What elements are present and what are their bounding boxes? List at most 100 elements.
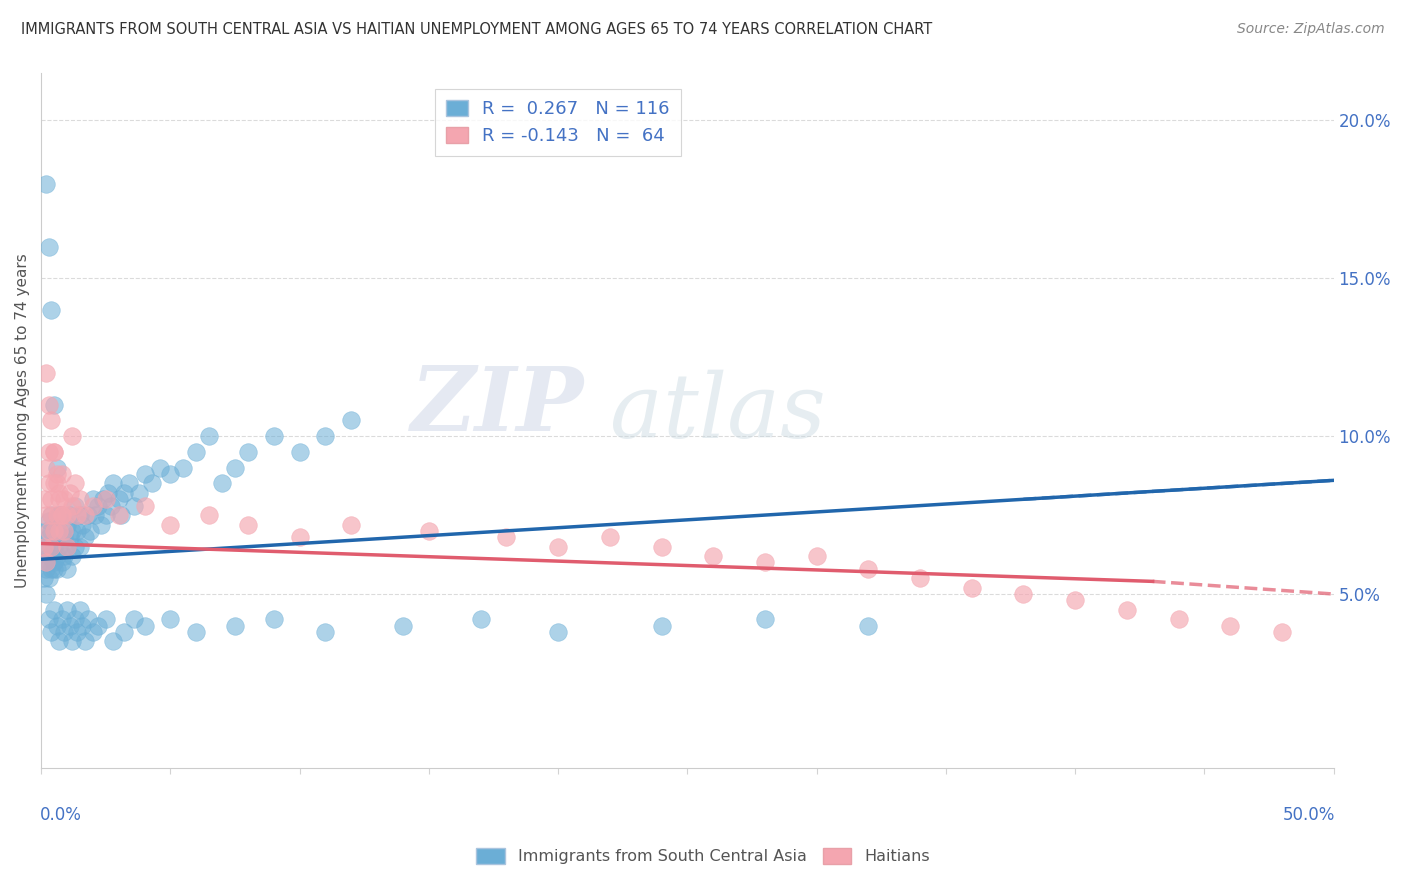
- Point: [159, 517, 181, 532]
- Text: ZIP: ZIP: [411, 363, 583, 450]
- Point: [103, 634, 125, 648]
- Point: [35, 562, 58, 576]
- Point: [41, 540, 63, 554]
- Point: [122, 612, 145, 626]
- Y-axis label: Unemployment Among Ages 65 to 74 years: Unemployment Among Ages 65 to 74 years: [15, 253, 30, 588]
- Point: [172, 460, 194, 475]
- Point: [60, 634, 83, 648]
- Point: [84, 508, 107, 522]
- Point: [38, 530, 60, 544]
- Point: [134, 499, 156, 513]
- Point: [806, 549, 828, 563]
- Legend: R =  0.267   N = 116, R = -0.143   N =  64: R = 0.267 N = 116, R = -0.143 N = 64: [436, 89, 681, 156]
- Point: [1271, 624, 1294, 639]
- Point: [82, 499, 104, 513]
- Point: [51, 612, 73, 626]
- Point: [159, 467, 181, 481]
- Point: [107, 508, 129, 522]
- Point: [651, 618, 673, 632]
- Text: atlas: atlas: [610, 370, 825, 457]
- Text: 50.0%: 50.0%: [1282, 805, 1334, 824]
- Point: [35, 366, 58, 380]
- Point: [340, 413, 363, 427]
- Point: [35, 556, 58, 570]
- Point: [42, 445, 65, 459]
- Point: [314, 429, 336, 443]
- Point: [470, 612, 492, 626]
- Point: [38, 556, 60, 570]
- Point: [198, 508, 221, 522]
- Point: [547, 624, 569, 639]
- Point: [56, 603, 79, 617]
- Point: [51, 556, 73, 570]
- Point: [51, 530, 73, 544]
- Point: [53, 624, 76, 639]
- Point: [112, 486, 135, 500]
- Point: [41, 508, 63, 522]
- Point: [42, 540, 65, 554]
- Point: [41, 624, 63, 639]
- Point: [42, 476, 65, 491]
- Point: [340, 517, 363, 532]
- Point: [960, 581, 983, 595]
- Point: [236, 517, 259, 532]
- Point: [58, 618, 80, 632]
- Point: [60, 499, 83, 513]
- Point: [41, 508, 63, 522]
- Text: 0.0%: 0.0%: [39, 805, 82, 824]
- Point: [66, 524, 89, 538]
- Point: [51, 508, 73, 522]
- Point: [186, 445, 208, 459]
- Point: [224, 460, 246, 475]
- Point: [41, 492, 63, 507]
- Point: [38, 515, 60, 529]
- Point: [198, 429, 221, 443]
- Point: [42, 445, 65, 459]
- Point: [69, 492, 91, 507]
- Point: [56, 508, 79, 522]
- Point: [38, 524, 60, 538]
- Point: [48, 634, 70, 648]
- Point: [58, 530, 80, 544]
- Point: [66, 624, 89, 639]
- Point: [48, 524, 70, 538]
- Point: [69, 508, 91, 522]
- Point: [42, 556, 65, 570]
- Point: [41, 413, 63, 427]
- Point: [97, 486, 120, 500]
- Point: [186, 624, 208, 639]
- Point: [1167, 612, 1189, 626]
- Point: [76, 508, 98, 522]
- Point: [134, 618, 156, 632]
- Point: [110, 508, 132, 522]
- Point: [45, 549, 67, 563]
- Point: [122, 499, 145, 513]
- Point: [858, 562, 880, 576]
- Point: [41, 540, 63, 554]
- Point: [35, 508, 58, 522]
- Point: [48, 508, 70, 522]
- Point: [38, 549, 60, 563]
- Point: [73, 508, 96, 522]
- Point: [141, 476, 163, 491]
- Point: [51, 508, 73, 522]
- Point: [58, 508, 80, 522]
- Point: [38, 476, 60, 491]
- Point: [53, 530, 76, 544]
- Point: [53, 492, 76, 507]
- Point: [42, 524, 65, 538]
- Point: [69, 540, 91, 554]
- Point: [211, 476, 233, 491]
- Point: [32, 540, 55, 554]
- Point: [79, 524, 101, 538]
- Point: [38, 612, 60, 626]
- Point: [69, 603, 91, 617]
- Point: [1012, 587, 1035, 601]
- Point: [495, 530, 517, 544]
- Point: [42, 398, 65, 412]
- Point: [651, 540, 673, 554]
- Point: [32, 571, 55, 585]
- Point: [56, 562, 79, 576]
- Point: [60, 524, 83, 538]
- Point: [263, 612, 285, 626]
